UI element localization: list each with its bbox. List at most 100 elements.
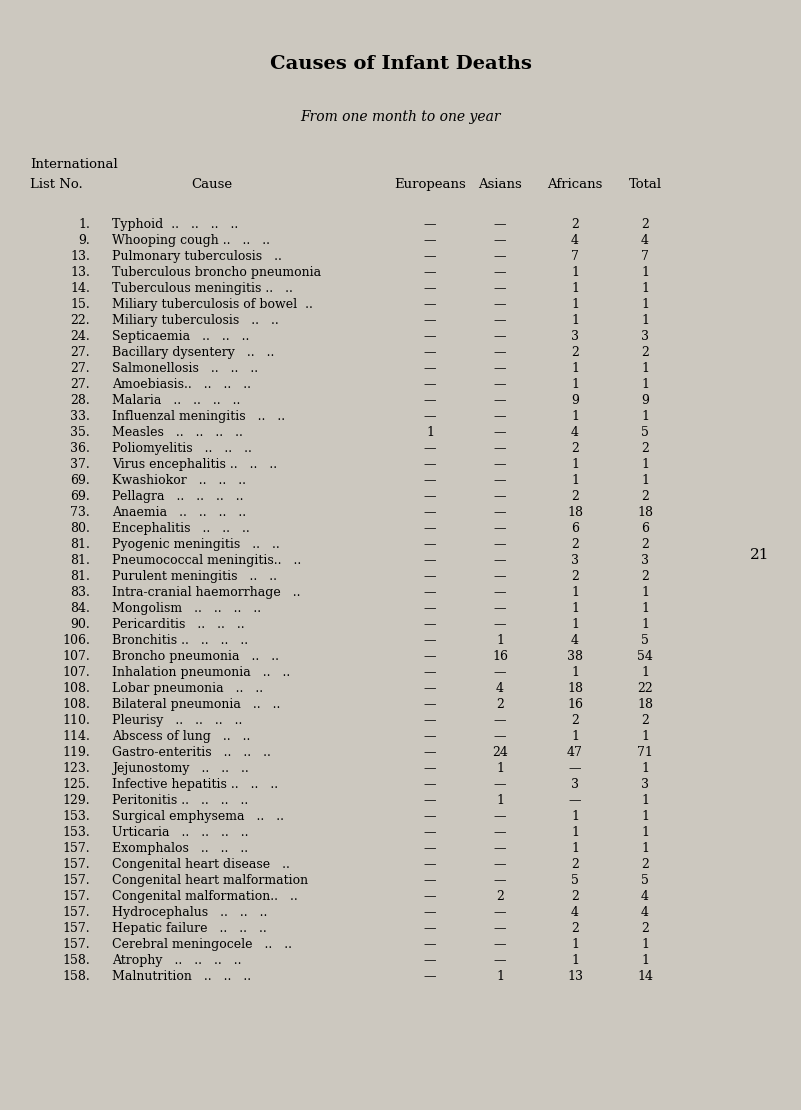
- Text: 1: 1: [496, 794, 504, 807]
- Text: —: —: [424, 970, 437, 983]
- Text: 157.: 157.: [62, 874, 90, 887]
- Text: Jejunostomy   ..   ..   ..: Jejunostomy .. .. ..: [112, 761, 249, 775]
- Text: —: —: [493, 554, 506, 567]
- Text: 14.: 14.: [70, 282, 90, 295]
- Text: Cause: Cause: [191, 178, 232, 191]
- Text: 1.: 1.: [78, 218, 90, 231]
- Text: Malaria   ..   ..   ..   ..: Malaria .. .. .. ..: [112, 394, 240, 407]
- Text: 54: 54: [637, 650, 653, 663]
- Text: 3: 3: [571, 554, 579, 567]
- Text: 2: 2: [641, 858, 649, 871]
- Text: 4: 4: [641, 906, 649, 919]
- Text: 2: 2: [571, 346, 579, 359]
- Text: Pleurisy   ..   ..   ..   ..: Pleurisy .. .. .. ..: [112, 714, 243, 727]
- Text: 27.: 27.: [70, 379, 90, 391]
- Text: 2: 2: [641, 922, 649, 935]
- Text: —: —: [493, 922, 506, 935]
- Text: 3: 3: [641, 330, 649, 343]
- Text: Bronchitis ..   ..   ..   ..: Bronchitis .. .. .. ..: [112, 634, 248, 647]
- Text: 5: 5: [641, 874, 649, 887]
- Text: —: —: [493, 602, 506, 615]
- Text: Pericarditis   ..   ..   ..: Pericarditis .. .. ..: [112, 618, 244, 630]
- Text: Purulent meningitis   ..   ..: Purulent meningitis .. ..: [112, 571, 277, 583]
- Text: —: —: [424, 778, 437, 791]
- Text: 108.: 108.: [62, 682, 90, 695]
- Text: 1: 1: [426, 426, 434, 438]
- Text: 157.: 157.: [62, 890, 90, 904]
- Text: —: —: [424, 666, 437, 679]
- Text: 2: 2: [571, 890, 579, 904]
- Text: 4: 4: [641, 234, 649, 248]
- Text: 9.: 9.: [78, 234, 90, 248]
- Text: 2: 2: [571, 538, 579, 551]
- Text: Urticaria   ..   ..   ..   ..: Urticaria .. .. .. ..: [112, 826, 248, 839]
- Text: —: —: [424, 842, 437, 855]
- Text: 33.: 33.: [70, 410, 90, 423]
- Text: 1: 1: [496, 634, 504, 647]
- Text: —: —: [424, 394, 437, 407]
- Text: 1: 1: [641, 362, 649, 375]
- Text: Broncho pneumonia   ..   ..: Broncho pneumonia .. ..: [112, 650, 279, 663]
- Text: 2: 2: [641, 442, 649, 455]
- Text: 1: 1: [571, 730, 579, 743]
- Text: 9: 9: [571, 394, 579, 407]
- Text: Hydrocephalus   ..   ..   ..: Hydrocephalus .. .. ..: [112, 906, 268, 919]
- Text: —: —: [493, 458, 506, 471]
- Text: Bilateral pneumonia   ..   ..: Bilateral pneumonia .. ..: [112, 698, 280, 712]
- Text: 157.: 157.: [62, 922, 90, 935]
- Text: —: —: [424, 682, 437, 695]
- Text: 18: 18: [637, 506, 653, 519]
- Text: 28.: 28.: [70, 394, 90, 407]
- Text: Congenital malformation..   ..: Congenital malformation.. ..: [112, 890, 298, 904]
- Text: 4: 4: [641, 890, 649, 904]
- Text: —: —: [493, 474, 506, 487]
- Text: —: —: [424, 761, 437, 775]
- Text: —: —: [424, 297, 437, 311]
- Text: —: —: [493, 346, 506, 359]
- Text: Miliary tuberculosis   ..   ..: Miliary tuberculosis .. ..: [112, 314, 279, 327]
- Text: —: —: [424, 858, 437, 871]
- Text: —: —: [493, 490, 506, 503]
- Text: 18: 18: [567, 682, 583, 695]
- Text: Anaemia   ..   ..   ..   ..: Anaemia .. .. .. ..: [112, 506, 246, 519]
- Text: 1: 1: [571, 410, 579, 423]
- Text: —: —: [424, 234, 437, 248]
- Text: —: —: [424, 346, 437, 359]
- Text: 27.: 27.: [70, 346, 90, 359]
- Text: 16: 16: [492, 650, 508, 663]
- Text: —: —: [493, 906, 506, 919]
- Text: 2: 2: [641, 490, 649, 503]
- Text: —: —: [493, 218, 506, 231]
- Text: —: —: [424, 250, 437, 263]
- Text: 83.: 83.: [70, 586, 90, 599]
- Text: 119.: 119.: [62, 746, 90, 759]
- Text: —: —: [424, 730, 437, 743]
- Text: 1: 1: [571, 602, 579, 615]
- Text: 2: 2: [496, 698, 504, 712]
- Text: —: —: [493, 618, 506, 630]
- Text: Infective hepatitis ..   ..   ..: Infective hepatitis .. .. ..: [112, 778, 278, 791]
- Text: 69.: 69.: [70, 490, 90, 503]
- Text: 2: 2: [571, 858, 579, 871]
- Text: Miliary tuberculosis of bowel  ..: Miliary tuberculosis of bowel ..: [112, 297, 313, 311]
- Text: Intra-cranial haemorrhage   ..: Intra-cranial haemorrhage ..: [112, 586, 300, 599]
- Text: 24: 24: [492, 746, 508, 759]
- Text: 18: 18: [567, 506, 583, 519]
- Text: 2: 2: [641, 538, 649, 551]
- Text: 5: 5: [641, 426, 649, 438]
- Text: 107.: 107.: [62, 666, 90, 679]
- Text: —: —: [424, 938, 437, 951]
- Text: 69.: 69.: [70, 474, 90, 487]
- Text: —: —: [424, 810, 437, 823]
- Text: —: —: [424, 218, 437, 231]
- Text: 1: 1: [641, 602, 649, 615]
- Text: 84.: 84.: [70, 602, 90, 615]
- Text: 24.: 24.: [70, 330, 90, 343]
- Text: Tuberculous broncho pneumonia: Tuberculous broncho pneumonia: [112, 266, 321, 279]
- Text: 114.: 114.: [62, 730, 90, 743]
- Text: —: —: [424, 330, 437, 343]
- Text: 81.: 81.: [70, 538, 90, 551]
- Text: 1: 1: [641, 666, 649, 679]
- Text: —: —: [493, 874, 506, 887]
- Text: —: —: [424, 490, 437, 503]
